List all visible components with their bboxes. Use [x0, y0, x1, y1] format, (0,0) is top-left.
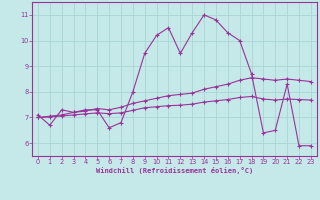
X-axis label: Windchill (Refroidissement éolien,°C): Windchill (Refroidissement éolien,°C)	[96, 167, 253, 174]
